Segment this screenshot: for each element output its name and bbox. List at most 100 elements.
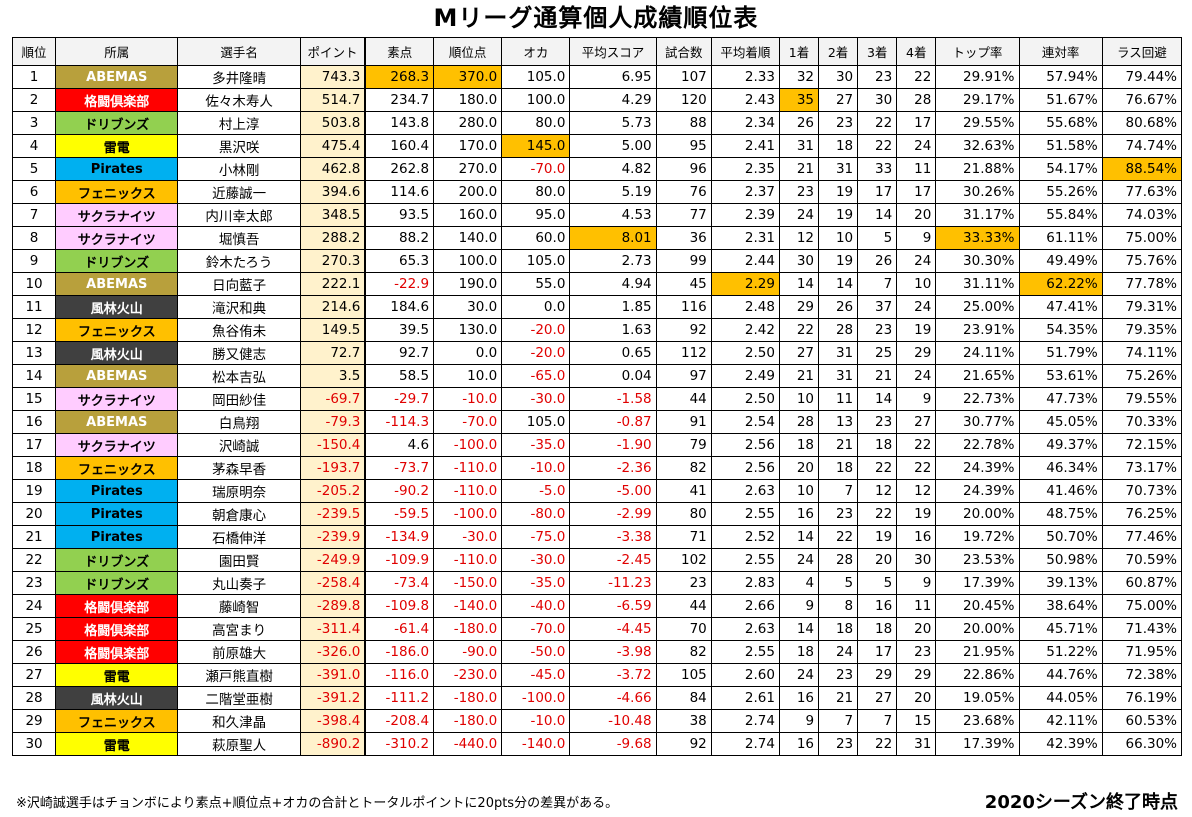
cell-oka: 80.0 [501, 111, 571, 135]
cell-name: 白鳥翔 [177, 410, 301, 434]
cell-point: 149.5 [299, 318, 366, 342]
cell-team: ABEMAS [55, 364, 179, 388]
cell-avg-rank: 2.29 [710, 272, 780, 296]
cell-p2: 31 [818, 157, 859, 181]
cell-point: 462.8 [299, 157, 366, 181]
cell-name: 魚谷侑未 [177, 318, 301, 342]
cell-las: 70.73% [1101, 479, 1183, 503]
cell-p4: 28 [896, 88, 937, 112]
table-row: 4 雷電 黒沢咲 475.4 160.4 170.0 145.0 5.00 95 2.41 31 18… [11, 134, 1183, 158]
cell-name: 萩原聖人 [177, 732, 301, 756]
cell-avg: 2.73 [569, 249, 657, 273]
table-row: 5 Pirates 小林剛 462.8 262.8 270.0 -70.0 4.82 96 2.3… [11, 157, 1183, 181]
cell-rank: 11 [11, 295, 57, 319]
cell-avg: -2.99 [569, 502, 657, 526]
column-header-soten: 素点 [364, 37, 435, 66]
cell-rentai: 61.11% [1018, 226, 1103, 250]
cell-soten: 92.7 [364, 341, 435, 365]
cell-avg: -2.36 [569, 456, 657, 480]
cell-p4: 19 [896, 502, 937, 526]
cell-team: 風林火山 [55, 686, 179, 710]
cell-team: ABEMAS [55, 65, 179, 89]
table-row: 1 ABEMAS 多井隆晴 743.3 268.3 370.0 105.0 6.95 107 2.… [11, 65, 1183, 89]
cell-team: ドリブンズ [55, 249, 179, 273]
footnote: ※沢崎誠選手はチョンボにより素点+順位点+オカの合計とトータルポイントに20pt… [16, 796, 619, 811]
cell-point: -311.4 [299, 617, 366, 641]
table-row: 19 Pirates 瑞原明奈 -205.2 -90.2 -110.0 -5.0 -5.00 4… [11, 479, 1183, 503]
cell-top: 30.30% [935, 249, 1020, 273]
cell-name: 滝沢和典 [177, 295, 301, 319]
cell-rentai: 44.05% [1018, 686, 1103, 710]
cell-oka: -35.0 [501, 571, 571, 595]
table-row: 25 格闘倶楽部 高宮まり -311.4 -61.4 -180.0 -70.0 -4.45 70… [11, 617, 1183, 641]
cell-p2: 8 [818, 594, 859, 618]
cell-p4: 24 [896, 134, 937, 158]
cell-juni: -230.0 [433, 663, 503, 687]
cell-p4: 27 [896, 410, 937, 434]
cell-avg-rank: 2.66 [710, 594, 780, 618]
cell-avg: -9.68 [569, 732, 657, 756]
cell-avg-rank: 2.55 [710, 548, 780, 572]
cell-rank: 2 [11, 88, 57, 112]
cell-rentai: 51.58% [1018, 134, 1103, 158]
cell-las: 75.00% [1101, 594, 1183, 618]
cell-team: ABEMAS [55, 272, 179, 296]
cell-rank: 27 [11, 663, 57, 687]
column-header-juni: 順位点 [433, 37, 503, 66]
cell-p2: 22 [818, 525, 859, 549]
cell-rentai: 47.73% [1018, 387, 1103, 411]
cell-juni: -140.0 [433, 594, 503, 618]
cell-rank: 12 [11, 318, 57, 342]
cell-p2: 26 [818, 295, 859, 319]
cell-top: 30.77% [935, 410, 1020, 434]
cell-games: 88 [655, 111, 712, 135]
cell-oka: -80.0 [501, 502, 571, 526]
table-row: 13 風林火山 勝又健志 72.7 92.7 0.0 -20.0 0.65 112 2.50 27 3… [11, 341, 1183, 365]
cell-p2: 23 [818, 732, 859, 756]
cell-name: 鈴木たろう [177, 249, 301, 273]
cell-avg: -1.58 [569, 387, 657, 411]
column-header-fourth: 4着 [896, 37, 937, 66]
cell-games: 71 [655, 525, 712, 549]
cell-name: 多井隆晴 [177, 65, 301, 89]
cell-team: ドリブンズ [55, 548, 179, 572]
cell-avg-rank: 2.37 [710, 180, 780, 204]
cell-name: 黒沢咲 [177, 134, 301, 158]
cell-name: 石橋伸洋 [177, 525, 301, 549]
cell-point: 503.8 [299, 111, 366, 135]
cell-name: 園田賢 [177, 548, 301, 572]
column-header-las-avoid: ラス回避 [1101, 37, 1183, 66]
cell-las: 73.17% [1101, 456, 1183, 480]
cell-avg-rank: 2.48 [710, 295, 780, 319]
cell-juni: -110.0 [433, 548, 503, 572]
cell-soten: -186.0 [364, 640, 435, 664]
cell-name: 瀬戸熊直樹 [177, 663, 301, 687]
cell-rank: 1 [11, 65, 57, 89]
cell-point: 288.2 [299, 226, 366, 250]
cell-avg: 4.29 [569, 88, 657, 112]
cell-p4: 22 [896, 456, 937, 480]
cell-p4: 17 [896, 180, 937, 204]
cell-name: 二階堂亜樹 [177, 686, 301, 710]
cell-team: フェニックス [55, 456, 179, 480]
cell-soten: 4.6 [364, 433, 435, 457]
cell-top: 29.91% [935, 65, 1020, 89]
cell-soten: 88.2 [364, 226, 435, 250]
cell-p3: 26 [857, 249, 898, 273]
cell-p3: 23 [857, 318, 898, 342]
table-row: 17 サクラナイツ 沢崎誠 -150.4 4.6 -100.0 -35.0 -1.90 79 2.… [11, 433, 1183, 457]
cell-rank: 5 [11, 157, 57, 181]
cell-soten: -109.9 [364, 548, 435, 572]
cell-top: 21.88% [935, 157, 1020, 181]
cell-p4: 9 [896, 226, 937, 250]
cell-juni: -180.0 [433, 617, 503, 641]
cell-oka: -45.0 [501, 663, 571, 687]
cell-rentai: 45.71% [1018, 617, 1103, 641]
cell-name: 和久津晶 [177, 709, 301, 733]
cell-p1: 32 [778, 65, 820, 89]
cell-games: 79 [655, 433, 712, 457]
cell-las: 79.55% [1101, 387, 1183, 411]
cell-rank: 10 [11, 272, 57, 296]
cell-point: 394.6 [299, 180, 366, 204]
cell-top: 22.73% [935, 387, 1020, 411]
